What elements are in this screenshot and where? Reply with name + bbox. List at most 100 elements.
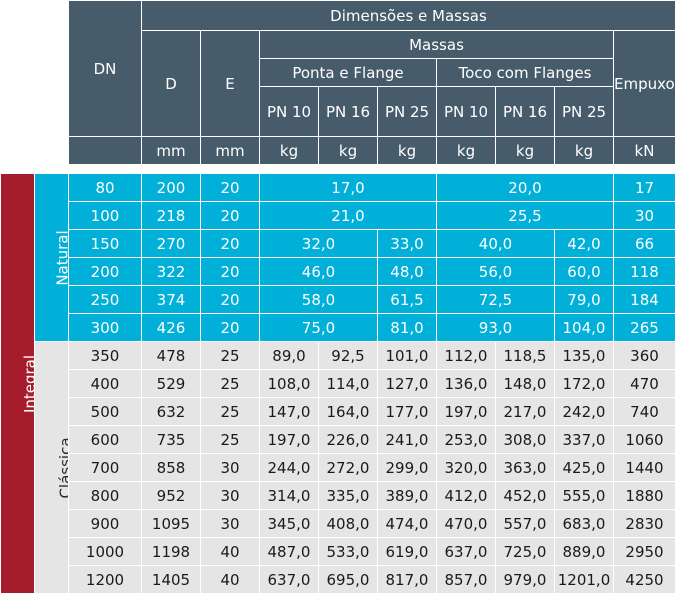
cell-tc25: 683,0 — [554, 509, 614, 538]
classica-band-label: Clássica — [56, 436, 69, 499]
cell-e: 30 — [200, 509, 260, 538]
cell-pf-pn25: 33,0 — [377, 229, 437, 258]
cell-pf-pn10-16: 32,0 — [259, 229, 378, 258]
cell-tc25: 555,0 — [554, 481, 614, 510]
cell-pf10: 89,0 — [259, 341, 319, 370]
cell-dn: 900 — [68, 509, 142, 538]
cell-empuxo: 1440 — [613, 453, 676, 482]
cell-d: 218 — [141, 201, 201, 230]
integral-band-label: Integral — [21, 354, 35, 413]
header-empuxo: Empuxo Axial Máximo Admis-sível — [613, 30, 676, 137]
cell-tc10: 112,0 — [436, 341, 496, 370]
cell-tc16: 363,0 — [495, 453, 555, 482]
cell-dn: 700 — [68, 453, 142, 482]
cell-dn: 1000 — [68, 537, 142, 566]
header-ponta-flange: Ponta e Flange — [259, 58, 437, 87]
cell-empuxo: 66 — [613, 229, 676, 258]
cell-e: 30 — [200, 453, 260, 482]
cell-empuxo: 118 — [613, 257, 676, 286]
cell-empuxo: 30 — [613, 201, 676, 230]
table-row: 150 270 20 32,0 33,0 40,0 42,0 66 — [1, 229, 676, 258]
cell-tc10: 320,0 — [436, 453, 496, 482]
table-row: 700 858 30 244,0 272,0 299,0 320,0 363,0 425,0 14… — [1, 453, 676, 482]
cell-tc16: 979,0 — [495, 565, 555, 594]
cell-toco-flanges: 25,5 — [436, 201, 614, 230]
cell-dn: 800 — [68, 481, 142, 510]
cell-tc16: 557,0 — [495, 509, 555, 538]
cell-d: 270 — [141, 229, 201, 258]
cell-pf16: 114,0 — [318, 369, 378, 398]
cell-e: 20 — [200, 173, 260, 202]
cell-empuxo: 1060 — [613, 425, 676, 454]
cell-pf25: 619,0 — [377, 537, 437, 566]
cell-pf10: 147,0 — [259, 397, 319, 426]
cell-pf25: 389,0 — [377, 481, 437, 510]
cell-pf10: 108,0 — [259, 369, 319, 398]
table-row: 800 952 30 314,0 335,0 389,0 412,0 452,0 555,0 18… — [1, 481, 676, 510]
cell-pf10: 197,0 — [259, 425, 319, 454]
unit-tc10: kg — [436, 136, 496, 165]
cell-tc-pn25: 79,0 — [554, 285, 614, 314]
cell-pf25: 474,0 — [377, 509, 437, 538]
cell-pf25: 127,0 — [377, 369, 437, 398]
unit-pf25: kg — [377, 136, 437, 165]
header-dn: DN — [68, 0, 142, 137]
cell-d: 374 — [141, 285, 201, 314]
natural-band: Natural — [34, 173, 69, 342]
cell-empuxo: 1880 — [613, 481, 676, 510]
header-pf-pn16: PN 16 — [318, 86, 378, 137]
cell-dn: 1200 — [68, 565, 142, 594]
cell-e: 40 — [200, 537, 260, 566]
cell-dn: 500 — [68, 397, 142, 426]
table-row: Integral Natural 80 200 20 17,0 20,0 17 — [0, 173, 676, 594]
cell-dn: 200 — [68, 257, 142, 286]
cell-e: 25 — [200, 397, 260, 426]
cell-tc10: 857,0 — [436, 565, 496, 594]
cell-d: 1095 — [141, 509, 201, 538]
cell-pf16: 695,0 — [318, 565, 378, 594]
integral-band: Integral — [0, 173, 35, 594]
cell-ponta-flange: 21,0 — [259, 201, 437, 230]
header-e: E — [200, 30, 260, 137]
classica-band: Clássica — [34, 341, 69, 594]
cell-empuxo: 17 — [613, 173, 676, 202]
header-tc-pn16: PN 16 — [495, 86, 555, 137]
cell-d: 1405 — [141, 565, 201, 594]
cell-e: 40 — [200, 565, 260, 594]
cell-tc16: 725,0 — [495, 537, 555, 566]
header-tc-pn10: PN 10 — [436, 86, 496, 137]
cell-tc10: 197,0 — [436, 397, 496, 426]
natural-band-label: Natural — [53, 229, 69, 286]
cell-empuxo: 2830 — [613, 509, 676, 538]
header-gap — [0, 164, 676, 174]
cell-dn: 350 — [68, 341, 142, 370]
cell-d: 322 — [141, 257, 201, 286]
cell-pf10: 637,0 — [259, 565, 319, 594]
cell-empuxo: 265 — [613, 313, 676, 342]
cell-d: 478 — [141, 341, 201, 370]
cell-pf-pn10-16: 58,0 — [259, 285, 378, 314]
cell-empuxo: 360 — [613, 341, 676, 370]
cell-e: 20 — [200, 201, 260, 230]
cell-pf16: 92,5 — [318, 341, 378, 370]
cell-d: 426 — [141, 313, 201, 342]
unit-d: mm — [141, 136, 201, 165]
cell-tc10: 412,0 — [436, 481, 496, 510]
cell-pf16: 164,0 — [318, 397, 378, 426]
cell-e: 25 — [200, 341, 260, 370]
cell-empuxo: 184 — [613, 285, 676, 314]
cell-pf25: 299,0 — [377, 453, 437, 482]
cell-tc25: 242,0 — [554, 397, 614, 426]
cell-dn: 80 — [68, 173, 142, 202]
cell-e: 20 — [200, 257, 260, 286]
table-row: 250 374 20 58,0 61,5 72,5 79,0 184 — [1, 285, 676, 314]
cell-empuxo: 740 — [613, 397, 676, 426]
cell-e: 25 — [200, 425, 260, 454]
unit-pf10: kg — [259, 136, 319, 165]
cell-pf25: 817,0 — [377, 565, 437, 594]
cell-tc16: 217,0 — [495, 397, 555, 426]
header-tc-pn25: PN 25 — [554, 86, 614, 137]
cell-pf-pn10-16: 75,0 — [259, 313, 378, 342]
header-pf-pn10: PN 10 — [259, 86, 319, 137]
cell-tc-pn10-16: 93,0 — [436, 313, 555, 342]
